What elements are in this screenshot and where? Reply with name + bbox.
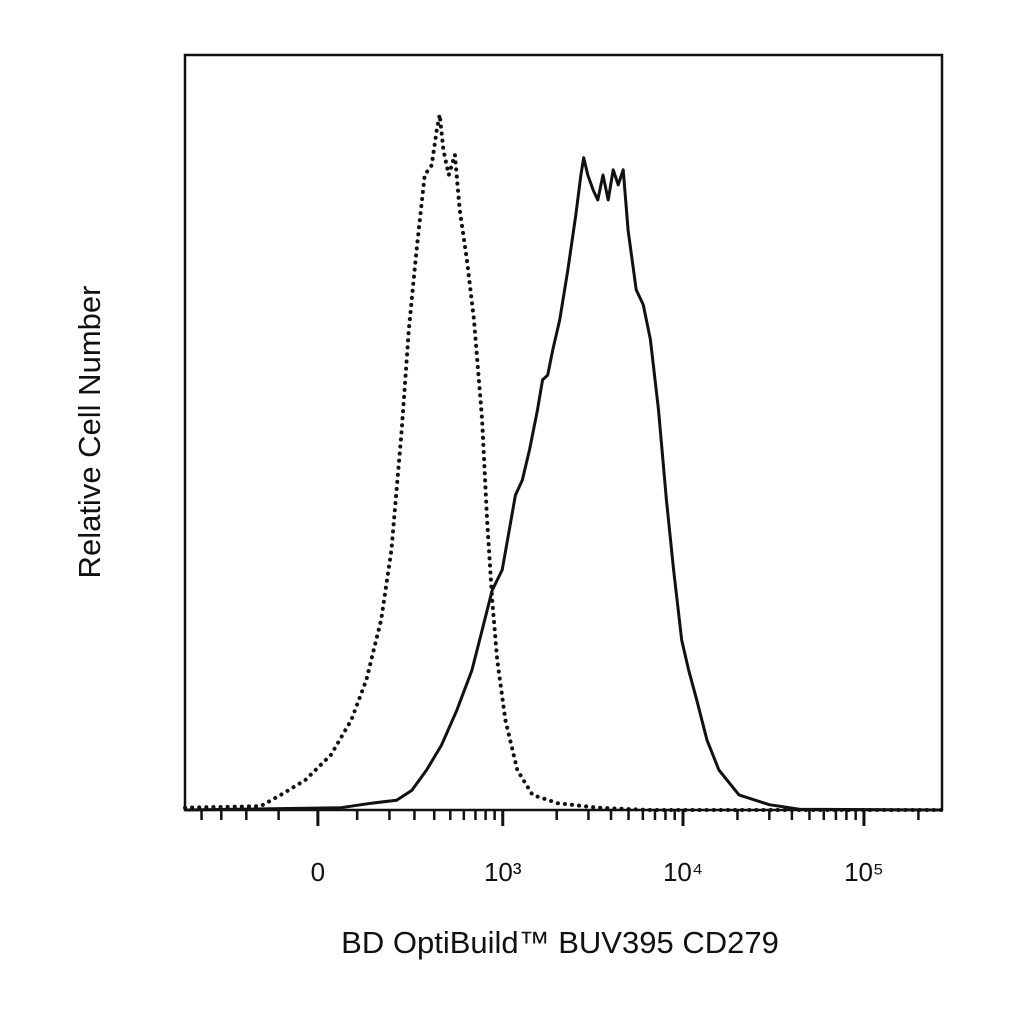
- x-axis-title: BD OptiBuild™ BUV395 CD279: [341, 925, 779, 960]
- plot-frame: [183, 53, 944, 812]
- y-axis-title: Relative Cell Number: [72, 286, 107, 579]
- x-tick-label: 0: [311, 857, 325, 887]
- x-tick-label: 10⁴: [663, 857, 703, 887]
- histogram-line: [184, 156, 943, 812]
- histogram-line: [183, 112, 944, 812]
- x-tick-label: 10⁵: [844, 857, 884, 887]
- x-tick-label: 10³: [484, 857, 522, 887]
